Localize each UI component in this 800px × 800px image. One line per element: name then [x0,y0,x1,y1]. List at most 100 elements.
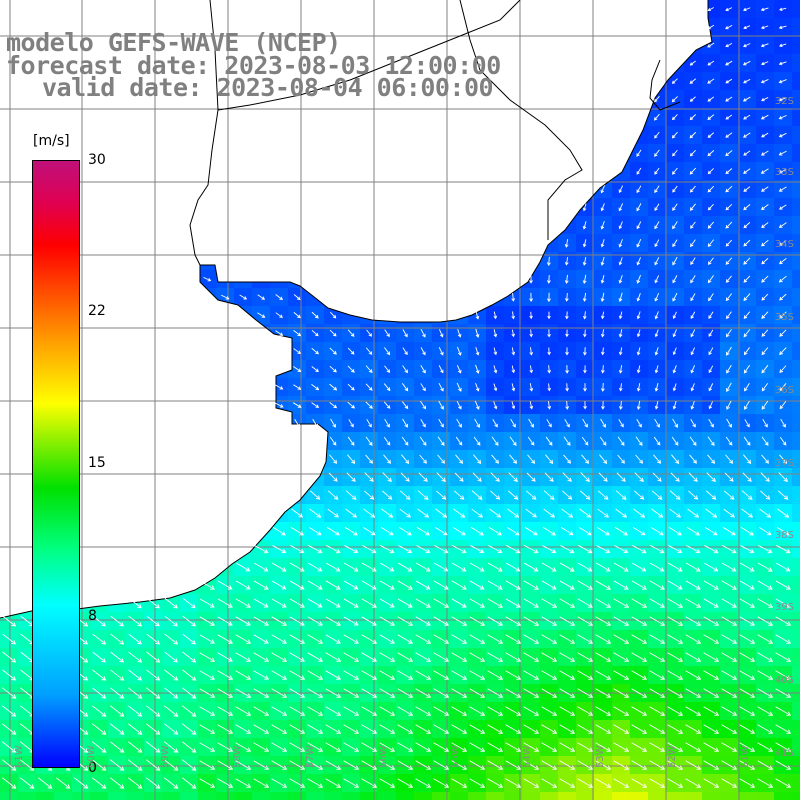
wind-speed-cell [378,792,397,800]
wind-speed-cell [522,792,541,800]
wind-speed-cell [792,432,800,451]
wind-arrow [707,78,715,84]
lat-label: 40S [774,675,794,686]
wind-speed-cell [306,792,325,800]
wind-speed-cell [738,792,757,800]
wind-speed-cell [594,792,613,800]
wind-speed-cell [792,666,800,685]
wind-speed-cell [792,702,800,721]
wind-arrow [778,168,787,174]
lat-label: 39S [774,602,794,613]
wind-speed-cell [756,792,775,800]
wind-arrow [725,185,733,193]
wind-arrow [689,149,696,157]
wind-arrow [707,24,715,30]
wind-speed-cell [792,306,800,325]
wind-arrow [600,185,605,194]
wind-arrow [760,114,769,120]
wind-arrow [582,203,587,212]
wind-arrow [725,221,733,229]
wind-speed-cell [0,792,19,800]
wind-speed-cell [792,738,800,757]
valid-date: valid date: 2023-08-04 06:00:00 [42,73,494,102]
wind-speed-cell [702,792,721,800]
wind-arrow [707,7,714,12]
wind-speed-cell [792,36,800,55]
wind-speed-cell [792,396,800,415]
border-line [189,0,219,266]
wind-arrow [654,149,660,157]
wind-arrow [778,186,787,192]
lat-label: 33S [774,167,794,178]
wind-speed-cell [486,792,505,800]
wind-arrow [742,60,751,66]
wind-speed-cell [612,792,631,800]
wind-arrow [742,7,751,12]
wind-speed-cell [792,612,800,631]
wind-speed-cell [648,792,667,800]
wind-arrow [654,185,660,194]
wind-speed-cell [558,792,577,800]
wind-speed-cell [792,18,800,37]
colorbar-tick-8: 8 [88,608,97,624]
wind-arrow [671,131,678,139]
wind-arrow [761,61,769,66]
wind-arrow [760,43,769,48]
wind-arrow [725,7,733,12]
wind-speed-cell [720,792,739,800]
wind-arrow [689,60,696,66]
wind-vectors [2,7,792,789]
wind-arrow [725,203,733,211]
wind-speed-cell [792,792,800,800]
wind-speed-cell [792,234,800,253]
wind-arrow [778,204,787,210]
wind-arrow [743,114,751,120]
wind-arrow [760,150,769,156]
wind-arrow [582,239,587,248]
wind-arrow [761,97,769,102]
lon-label: 54W [522,745,533,768]
wind-arrow [672,239,678,248]
lagoon-line [649,59,681,111]
wind-arrow [636,221,642,230]
wind-arrow [725,78,733,84]
wind-speed-cell [792,414,800,433]
wind-arrow [743,78,751,84]
wind-speed-cell [792,450,800,469]
wind-speed-cell [792,162,800,181]
wind-arrow [742,132,751,138]
wind-speed-cell [792,378,800,397]
wind-arrow [761,132,769,138]
wind-arrow [707,132,715,138]
wind-arrow [672,203,678,211]
wind-arrow [725,96,733,102]
wind-speed-cell [792,72,800,91]
wind-arrow [742,96,751,102]
wind-speed-cell [342,792,361,800]
wind-speed-cell [792,468,800,487]
wind-arrow [725,150,733,157]
wind-arrow [761,222,769,229]
wind-arrow [760,25,769,30]
wind-arrow [778,79,787,84]
wind-speed-cell [90,792,109,800]
lon-label: 53W [595,745,606,768]
lon-label: 55W [450,745,461,768]
wind-arrow [707,239,715,248]
lat-label: 34S [774,239,794,250]
wind-speed-cell [270,792,289,800]
wind-arrow [654,221,660,230]
wind-arrow [618,221,623,230]
wind-arrow [725,24,733,30]
wind-arrow [761,186,769,192]
wind-speed-cell [792,288,800,307]
wind-arrow [654,131,660,139]
wind-arrow [654,167,660,175]
wind-arrow [671,114,678,121]
wind-arrow [636,203,642,212]
colorbar-unit: [m/s] [33,133,70,149]
wind-arrow [636,185,642,194]
